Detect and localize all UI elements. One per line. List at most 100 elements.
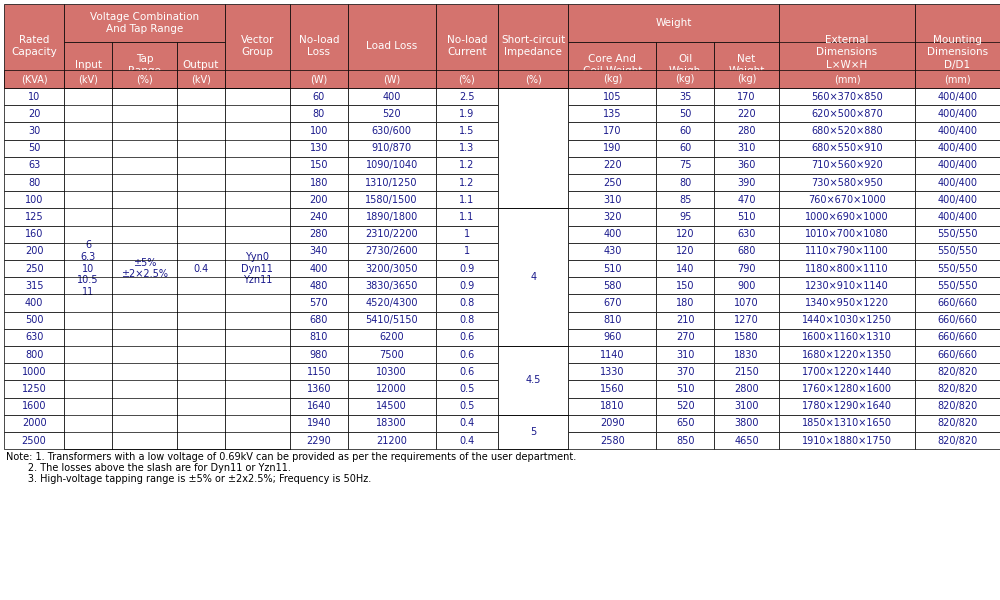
Bar [348, 88, 436, 105]
Text: 7500: 7500 [379, 350, 404, 359]
Bar [4, 398, 64, 415]
Bar [112, 88, 177, 449]
Text: 0.4: 0.4 [459, 436, 475, 446]
Text: 80: 80 [679, 178, 691, 188]
Text: 1.9: 1.9 [459, 109, 475, 119]
Text: 370: 370 [676, 367, 694, 377]
Text: Input: Input [75, 60, 102, 70]
Text: 660/660: 660/660 [937, 298, 977, 308]
Text: 1150: 1150 [307, 367, 331, 377]
Bar [656, 243, 714, 260]
Bar [348, 398, 436, 415]
Bar [656, 226, 714, 243]
Bar [568, 4, 779, 42]
Text: 570: 570 [310, 298, 328, 308]
Text: 1250: 1250 [22, 384, 46, 394]
Bar [290, 295, 348, 311]
Text: 0.6: 0.6 [459, 332, 475, 343]
Text: Note: 1. Transformers with a low voltage of 0.69kV can be provided as per the re: Note: 1. Transformers with a low voltage… [6, 452, 576, 462]
Text: (kV): (kV) [78, 74, 98, 84]
Text: 550/550: 550/550 [937, 263, 978, 274]
Bar [568, 174, 656, 191]
Text: D/D1: D/D1 [944, 60, 970, 70]
Bar [656, 88, 714, 105]
Text: 60: 60 [313, 92, 325, 101]
Text: 0.4: 0.4 [459, 418, 475, 428]
Text: 220: 220 [737, 109, 756, 119]
Bar [779, 295, 915, 311]
Bar [436, 208, 498, 226]
Bar [656, 295, 714, 311]
Text: 1: 1 [464, 229, 470, 239]
Text: (kg): (kg) [737, 74, 756, 84]
Bar [779, 42, 915, 88]
Bar [4, 346, 64, 363]
Bar [290, 363, 348, 380]
Text: 310: 310 [676, 350, 694, 359]
Text: 2730/2600: 2730/2600 [365, 247, 418, 256]
Bar [436, 363, 498, 380]
Bar [714, 260, 779, 277]
Bar [915, 277, 1000, 295]
Text: 150: 150 [676, 281, 694, 291]
Text: 340: 340 [310, 247, 328, 256]
Bar [915, 140, 1000, 157]
Text: 810: 810 [603, 315, 622, 325]
Text: 820/820: 820/820 [937, 384, 977, 394]
Text: 820/820: 820/820 [937, 436, 977, 446]
Text: (%): (%) [525, 74, 542, 84]
Text: 250: 250 [25, 263, 43, 274]
Text: 14500: 14500 [376, 401, 407, 411]
Text: Core And
Coil Weight: Core And Coil Weight [583, 54, 642, 76]
Bar [568, 42, 656, 88]
Text: 820/820: 820/820 [937, 367, 977, 377]
Text: 3800: 3800 [734, 418, 759, 428]
Bar [568, 70, 656, 88]
Text: 500: 500 [25, 315, 43, 325]
Text: 0.4: 0.4 [193, 263, 209, 274]
Text: ±5%
±2×2.5%: ±5% ±2×2.5% [121, 258, 168, 280]
Bar [915, 208, 1000, 226]
Text: 470: 470 [737, 195, 756, 205]
Bar [498, 88, 568, 208]
Text: 1330: 1330 [600, 367, 625, 377]
Text: 2290: 2290 [306, 436, 331, 446]
Bar [714, 415, 779, 432]
Text: 1230×910×1140: 1230×910×1140 [805, 281, 889, 291]
Text: 810: 810 [310, 332, 328, 343]
Text: 5410/5150: 5410/5150 [365, 315, 418, 325]
Text: 190: 190 [603, 143, 622, 153]
Text: (mm): (mm) [834, 74, 860, 84]
Text: 900: 900 [737, 281, 756, 291]
Bar [915, 415, 1000, 432]
Bar [779, 105, 915, 122]
Text: 670: 670 [603, 298, 622, 308]
Text: 6
6.3
10
10.5
11: 6 6.3 10 10.5 11 [77, 241, 99, 297]
Bar [714, 105, 779, 122]
Text: 630: 630 [737, 229, 756, 239]
Text: 510: 510 [603, 263, 622, 274]
Text: 400/400: 400/400 [937, 109, 977, 119]
Bar [656, 277, 714, 295]
Text: 170: 170 [737, 92, 756, 101]
Text: 360: 360 [737, 160, 756, 170]
Bar [4, 140, 64, 157]
Text: 75: 75 [679, 160, 691, 170]
Text: 0.9: 0.9 [459, 281, 475, 291]
Bar [656, 415, 714, 432]
Text: 1890/1800: 1890/1800 [365, 212, 418, 222]
Bar [568, 432, 656, 449]
Text: Oil
Weigh: Oil Weigh [669, 54, 701, 76]
Bar [568, 311, 656, 329]
Bar [568, 157, 656, 174]
Text: 1600×1160×1310: 1600×1160×1310 [802, 332, 892, 343]
Bar [779, 277, 915, 295]
Bar [714, 432, 779, 449]
Text: 1.3: 1.3 [459, 143, 475, 153]
Text: 1.2: 1.2 [459, 178, 475, 188]
Text: 820/820: 820/820 [937, 418, 977, 428]
Bar [779, 311, 915, 329]
Text: 2000: 2000 [22, 418, 46, 428]
Text: 21200: 21200 [376, 436, 407, 446]
Text: 200: 200 [310, 195, 328, 205]
